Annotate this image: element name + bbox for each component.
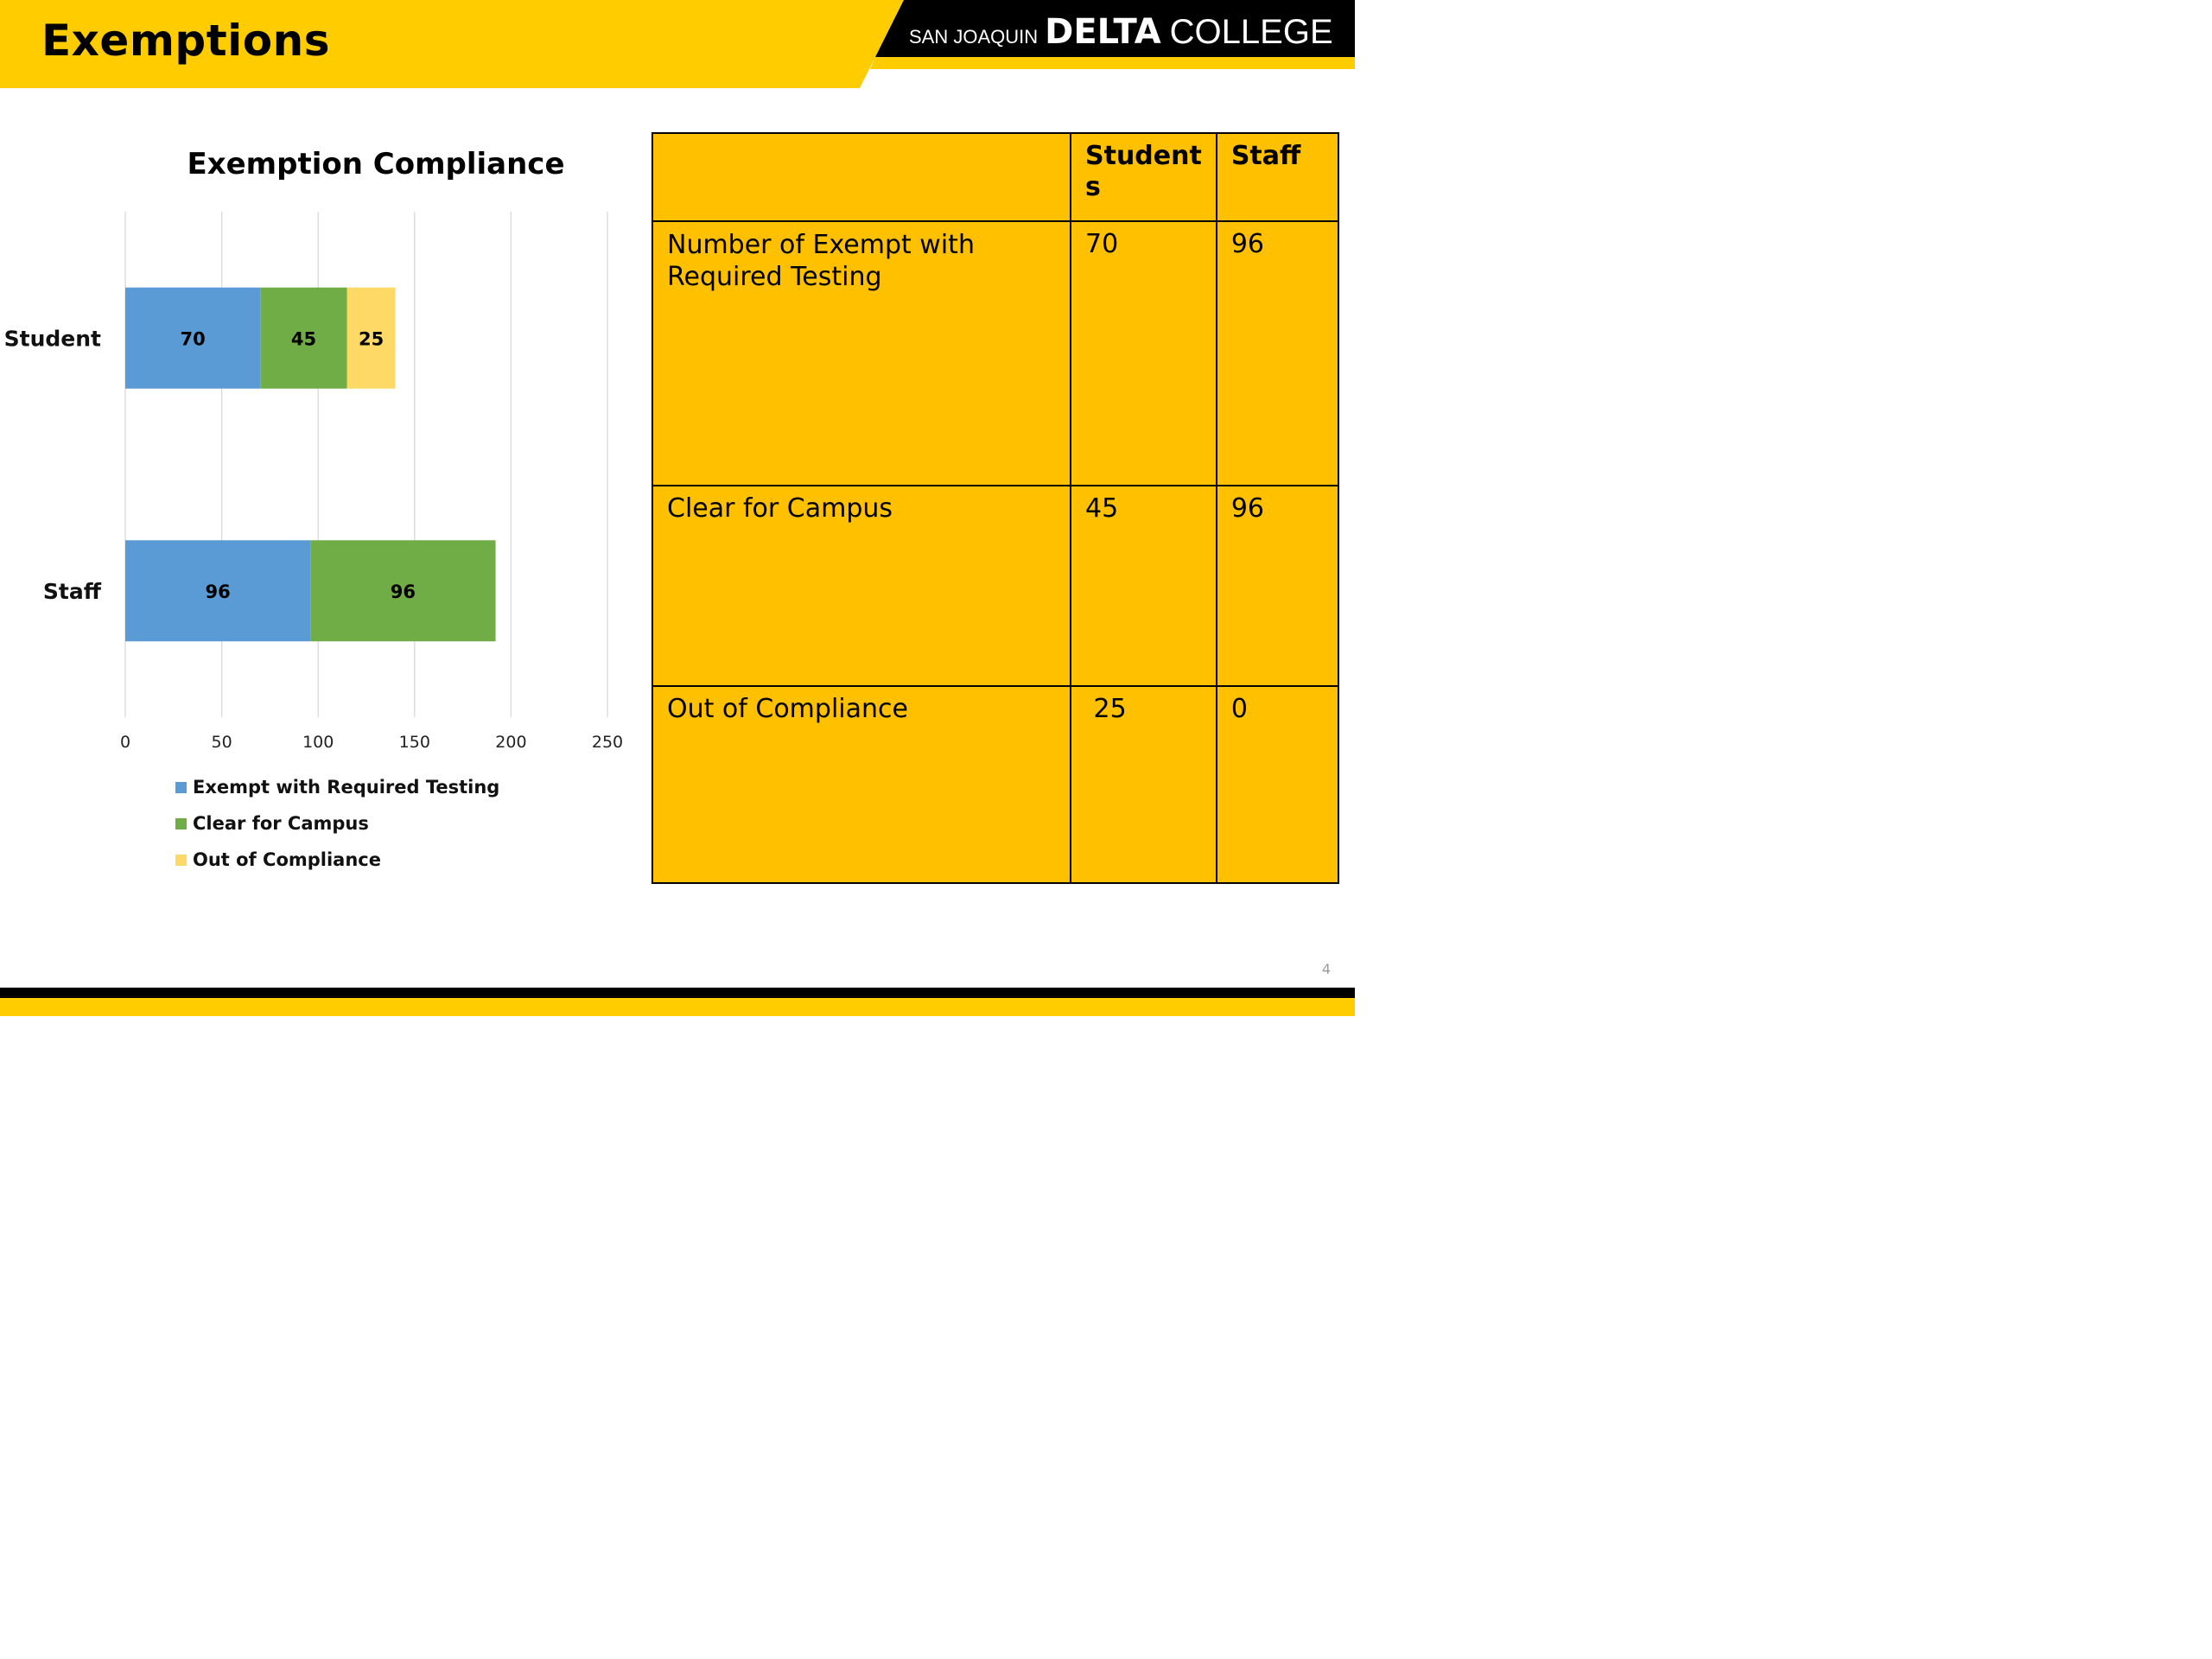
legend-item: Exempt with Required Testing — [175, 769, 499, 805]
table-row: Number of Exempt with Required Testing 7… — [652, 220, 1339, 486]
legend-label: Exempt with Required Testing — [193, 777, 500, 798]
data-label: 70 — [181, 328, 206, 349]
chart-legend: Exempt with Required Testing Clear for Ca… — [175, 769, 499, 878]
table-cell: Out of Compliance — [652, 685, 1071, 884]
table-header-students: Student s — [1070, 132, 1217, 222]
table-row: Clear for Campus 45 96 — [652, 485, 1339, 687]
table-header-students-text: Student s — [1085, 141, 1202, 202]
legend-swatch — [175, 854, 187, 866]
table-header-staff: Staff — [1215, 132, 1339, 222]
footer-bar — [0, 988, 1355, 998]
table-row: Out of Compliance 25 0 — [652, 685, 1339, 884]
data-label: 25 — [359, 328, 384, 349]
bar-segment — [125, 540, 311, 642]
x-tick-label: 150 — [399, 733, 430, 752]
table-cell: Number of Exempt with Required Testing — [652, 220, 1071, 486]
table-cell: Clear for Campus — [652, 485, 1071, 687]
table-cell: 96 — [1215, 485, 1339, 687]
legend-label: Clear for Campus — [193, 813, 369, 834]
college-logo: SAN JOAQUIN DELTA COLLEGE — [909, 12, 1333, 59]
page-title: Exemptions — [41, 16, 330, 66]
table-header-row: Student s Staff — [652, 132, 1339, 222]
header-banner: Exemptions SAN JOAQUIN DELTA COLLEGE — [0, 0, 1355, 95]
table-cell: 70 — [1070, 220, 1217, 486]
bar-chart: 0 50 100 150 200 250 Student 70 45 25 Staff 96 96 — [4, 212, 623, 752]
table-cell: 96 — [1215, 220, 1339, 486]
data-table: Student s Staff Number of Exempt with Re… — [652, 132, 1339, 884]
logo-san-joaquin: SAN JOAQUIN — [909, 26, 1039, 48]
legend-swatch — [175, 781, 187, 793]
x-tick-label: 200 — [495, 733, 526, 752]
slide: Exemptions SAN JOAQUIN DELTA COLLEGE Exe… — [0, 0, 1355, 1016]
table-cell: 0 — [1215, 685, 1339, 884]
slide-number: 4 — [1321, 961, 1331, 977]
header-shapes — [0, 0, 1355, 88]
bar-segment — [346, 287, 396, 389]
legend-item: Clear for Campus — [175, 805, 499, 842]
bar-segment — [310, 540, 496, 642]
category-label: Student — [4, 326, 101, 351]
x-tick-label: 0 — [120, 733, 130, 752]
chart-title: Exemption Compliance — [187, 147, 565, 181]
data-label: 96 — [391, 582, 416, 602]
footer-accent — [0, 998, 1355, 1016]
x-tick-label: 100 — [302, 733, 334, 752]
data-label: 96 — [206, 582, 231, 602]
x-tick-label: 50 — [212, 733, 232, 752]
category-label: Staff — [43, 579, 102, 604]
logo-delta: DELTA — [1045, 12, 1161, 52]
legend-label: Out of Compliance — [193, 849, 381, 870]
x-tick-label: 250 — [592, 733, 623, 752]
bar-segment — [260, 287, 347, 389]
legend-item: Out of Compliance — [175, 842, 499, 878]
legend-swatch — [175, 817, 187, 830]
data-label: 45 — [291, 328, 316, 349]
bar-segment — [125, 287, 261, 389]
table-header-empty — [652, 132, 1071, 222]
table-cell: 25 — [1070, 685, 1217, 884]
logo-college: COLLEGE — [1169, 13, 1333, 51]
table-cell: 45 — [1070, 485, 1217, 687]
